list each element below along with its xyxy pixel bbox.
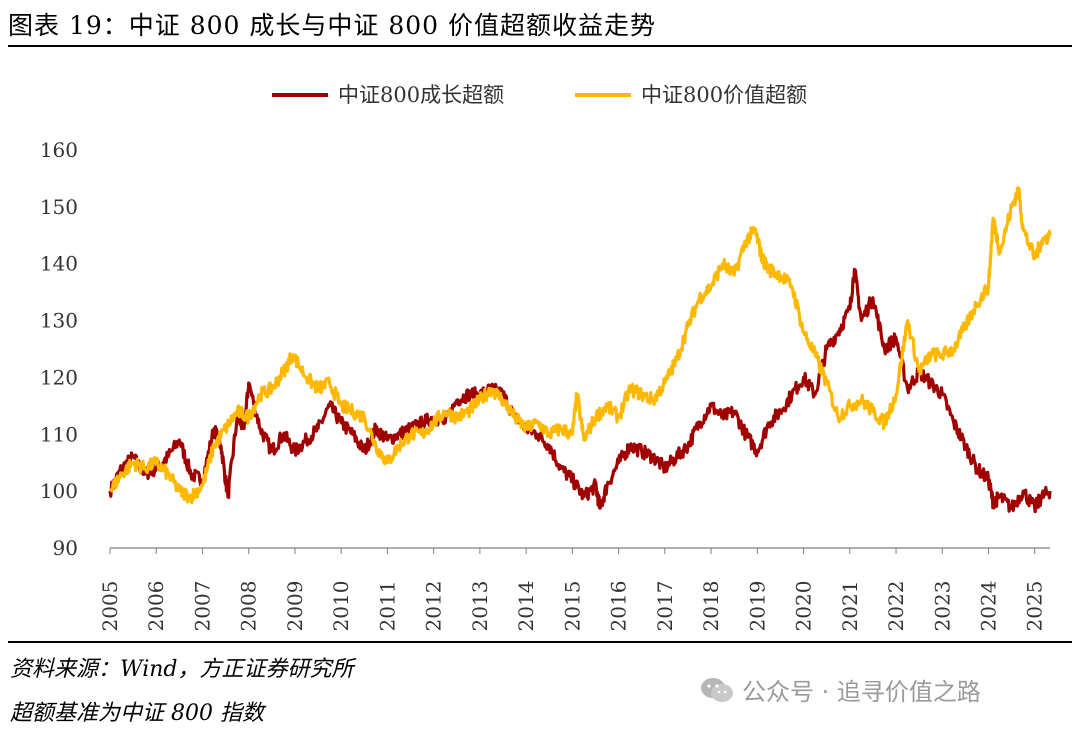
x-axis: 2005 2006 2007 2008 2009 2010 2011 2012 2013 2014… xyxy=(98,547,1050,632)
chart-title: 图表 19：中证 800 成长与中证 800 价值超额收益走势 xyxy=(8,11,656,40)
x-tick-label: 2021 xyxy=(838,581,862,632)
y-tick-label: 100 xyxy=(40,479,78,503)
x-tick-label: 2010 xyxy=(329,581,353,632)
x-tick-label: 2018 xyxy=(699,581,723,632)
benchmark-note: 超额基准为中证 800 指数 xyxy=(10,701,264,726)
footer-rule xyxy=(8,641,1072,643)
x-tick-label: 2013 xyxy=(468,581,492,632)
y-tick-label: 90 xyxy=(53,536,78,560)
watermark-text: 公众号 · 追寻价值之路 xyxy=(742,678,981,706)
y-tick-label: 150 xyxy=(40,195,78,219)
x-tick-label: 2011 xyxy=(375,581,399,632)
x-tick-label: 2005 xyxy=(98,581,122,632)
x-tick-label: 2006 xyxy=(144,581,168,632)
y-tick-label: 110 xyxy=(40,422,78,446)
x-tick-label: 2019 xyxy=(745,581,769,632)
title-rule xyxy=(8,45,1072,47)
y-tick-label: 130 xyxy=(40,309,78,333)
x-tick-label: 2024 xyxy=(977,581,1001,632)
y-tick-label: 140 xyxy=(40,252,78,276)
x-tick-label: 2022 xyxy=(884,581,908,632)
x-tick-label: 2016 xyxy=(607,581,631,632)
y-tick-label: 120 xyxy=(40,365,78,389)
x-tick-label: 2017 xyxy=(653,581,677,632)
x-tick-label: 2009 xyxy=(283,581,307,632)
x-tick-label: 2012 xyxy=(422,581,446,632)
x-tick-label: 2014 xyxy=(514,581,538,632)
x-tick-label: 2023 xyxy=(930,581,954,632)
legend: 中证800成长超额 中证800价值超额 xyxy=(272,83,807,107)
plot-area xyxy=(108,186,1052,514)
legend-label-1: 中证800成长超额 xyxy=(338,83,504,107)
y-tick-label: 160 xyxy=(40,138,78,162)
x-tick-label: 2015 xyxy=(560,581,584,632)
x-tick-label: 2020 xyxy=(792,581,816,632)
x-tick-label: 2007 xyxy=(190,581,214,632)
y-axis: 90 100 110 120 130 140 150 160 xyxy=(40,138,78,560)
wechat-icon xyxy=(701,677,733,702)
legend-label-2: 中证800价值超额 xyxy=(641,83,807,107)
source-note: 资料来源：Wind，方正证券研究所 xyxy=(10,657,354,682)
x-tick-label: 2025 xyxy=(1023,581,1047,632)
watermark: 公众号 · 追寻价值之路 xyxy=(700,672,981,707)
line-chart: 中证800成长超额 中证800价值超额 90 100 110 120 130 140 150 1… xyxy=(40,83,1052,632)
x-tick-label: 2008 xyxy=(237,581,261,632)
series-line-1 xyxy=(108,267,1052,514)
series-line-2 xyxy=(108,186,1052,505)
